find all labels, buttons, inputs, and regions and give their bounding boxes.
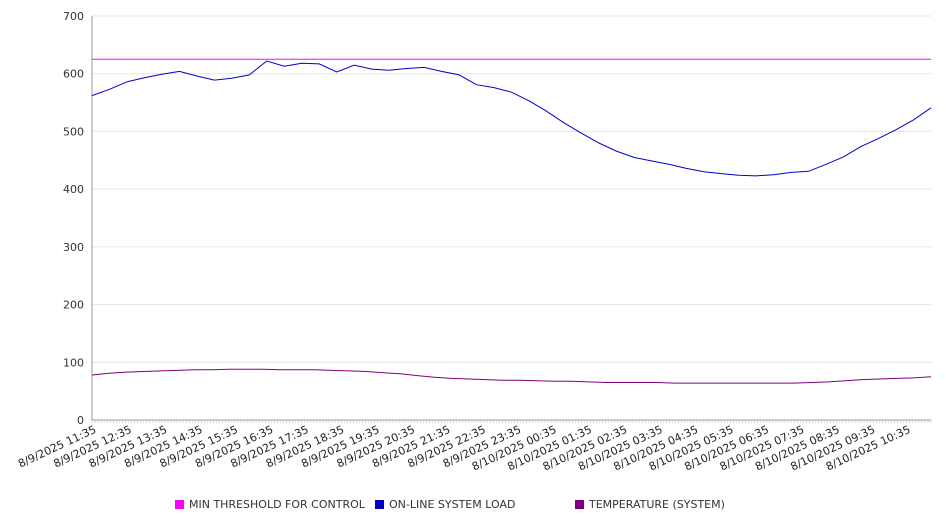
legend-swatch-temperature — [575, 500, 584, 509]
y-tick-label: 300 — [63, 241, 84, 254]
y-tick-label: 0 — [77, 414, 84, 427]
series-line-2 — [91, 368, 932, 384]
y-tick-label: 200 — [63, 299, 84, 312]
y-tick-label: 500 — [63, 125, 84, 138]
legend-swatch-system-load — [375, 500, 384, 509]
y-tick-label: 600 — [63, 68, 84, 81]
series-line-1 — [91, 60, 932, 177]
y-tick-label: 400 — [63, 183, 84, 196]
series-lines — [91, 58, 932, 384]
legend-item-temperature[interactable]: TEMPERATURE (SYSTEM) — [575, 498, 725, 511]
legend-item-system-load[interactable]: ON-LINE SYSTEM LOAD — [375, 498, 515, 511]
y-tick-label: 100 — [63, 356, 84, 369]
legend-item-threshold[interactable]: MIN THRESHOLD FOR CONTROL — [175, 498, 365, 511]
line-chart: 0 100 200 300 400 500 600 700 8/9/2025 11:358/9… — [16, 10, 932, 473]
axes: 0 100 200 300 400 500 600 700 — [63, 10, 932, 427]
legend-label-threshold: MIN THRESHOLD FOR CONTROL — [189, 498, 365, 511]
legend-label-system-load: ON-LINE SYSTEM LOAD — [389, 498, 516, 511]
legend-label-temperature: TEMPERATURE (SYSTEM) — [589, 498, 725, 511]
legend-swatch-threshold — [175, 500, 184, 509]
grid-lines — [92, 15, 931, 363]
y-tick-label: 700 — [63, 10, 84, 23]
x-tick-labels: 8/9/2025 11:358/9/2025 12:358/9/2025 13:… — [16, 423, 912, 473]
legend: MIN THRESHOLD FOR CONTROL ON-LINE SYSTEM… — [0, 496, 946, 516]
